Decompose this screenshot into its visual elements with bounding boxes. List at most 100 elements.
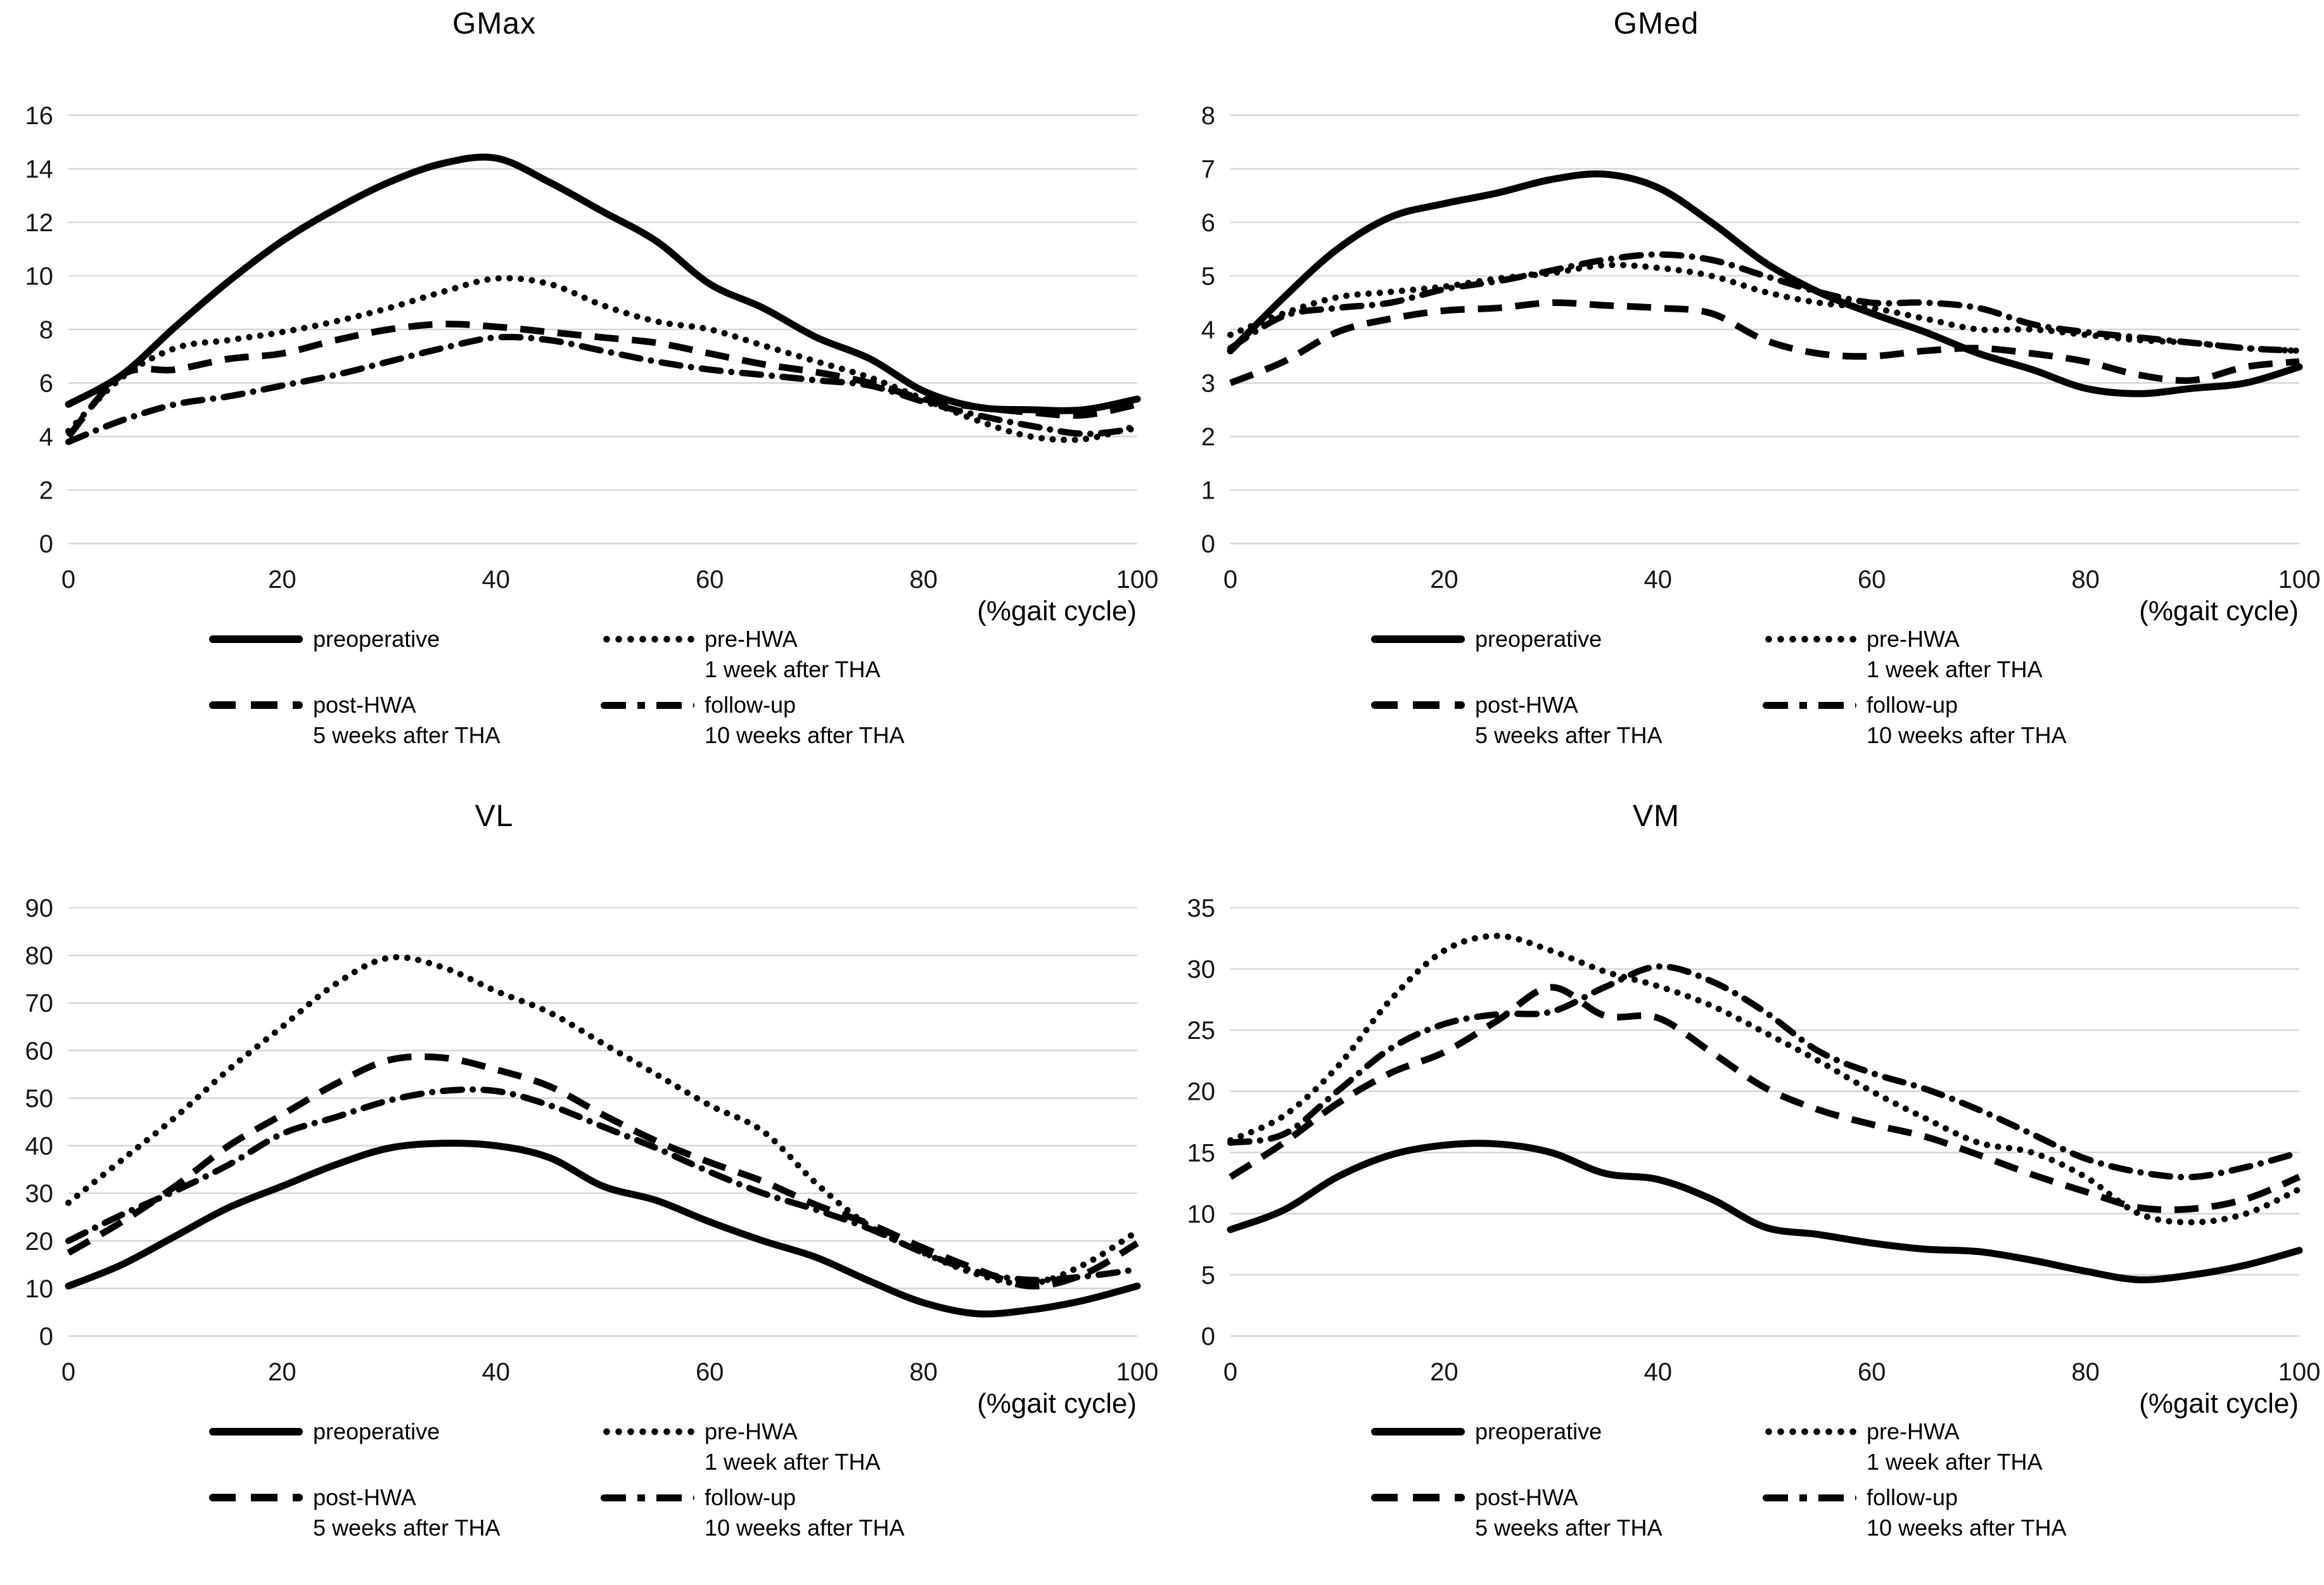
y-tick-label: 10 [25, 263, 54, 291]
y-tick-label: 0 [39, 530, 53, 558]
x-tick-label: 80 [2071, 566, 2100, 594]
legend-label: pre-HWA [1867, 626, 1960, 652]
y-tick-label: 5 [1201, 1261, 1215, 1289]
x-axis-unit-label: (%gait cycle) [2139, 1388, 2299, 1419]
legend-item-preoperative: preoperative [209, 622, 601, 656]
y-tick-label: 14 [25, 156, 54, 184]
x-axis-unit-label: (%gait cycle) [2139, 595, 2299, 627]
x-tick-label: 60 [1858, 1358, 1886, 1386]
legend-sublabel: 10 weeks after THA [1867, 722, 2067, 748]
vl-pre-hwa-curve [65, 953, 1140, 1287]
x-axis-unit-label: (%gait cycle) [977, 1388, 1137, 1419]
y-tick-label: 4 [39, 423, 53, 451]
dotted-line-icon [601, 1428, 694, 1435]
x-tick-label: 80 [909, 1358, 938, 1386]
legend-label: follow-up [705, 1484, 796, 1510]
dashdot-line-icon [1763, 1494, 1856, 1501]
y-tick-label: 40 [25, 1133, 54, 1161]
y-tick-label: 2 [39, 477, 53, 505]
panel-vl: VL 0 10 20 30 40 50 60 70 80 90 0 20 40 60 80 100 (%gai… [0, 792, 1162, 1585]
x-tick-label: 100 [2278, 1358, 2321, 1386]
legend-sublabel: 1 week after THA [1867, 656, 2043, 682]
panel-gmed: GMed 0 1 2 3 4 5 6 7 8 0 20 40 60 80 100 (%gait cycle)… [1162, 0, 2324, 792]
panel-gmax: GMax 0 2 4 6 8 10 12 14 16 0 20 40 60 80 100 (%gait cy… [0, 0, 1162, 792]
dashdot-line-icon [1763, 701, 1856, 709]
x-tick-label: 20 [268, 566, 297, 594]
x-tick-label: 20 [268, 1358, 297, 1386]
legend-sublabel: 5 weeks after THA [1475, 722, 1663, 748]
vm-plot: 0 5 10 15 20 25 30 35 0 20 40 60 80 100 [1187, 894, 2321, 1386]
legend-label: post-HWA [313, 1484, 416, 1510]
legend-item-pre-hwa: pre-HWA [1763, 622, 2154, 656]
panel-title-gmax: GMax [452, 7, 536, 41]
vl-post-hwa-curve [67, 1053, 1139, 1290]
gmax-plot: 0 2 4 6 8 10 12 14 16 0 20 40 60 80 100 [25, 102, 1159, 594]
legend-column-right: pre-HWA 1 week after THA follow-up 10 we… [1763, 622, 2154, 754]
x-tick-label: 60 [696, 566, 724, 594]
solid-line-icon [209, 635, 303, 643]
panel-vm: VM 0 5 10 15 20 25 30 35 0 20 40 60 80 100 (%gait cyc… [1162, 792, 2324, 1585]
legend-label: preoperative [1475, 626, 1602, 652]
legend-sublabel: 5 weeks after THA [313, 722, 501, 748]
legend-label: preoperative [313, 1418, 440, 1444]
y-tick-label: 30 [1187, 956, 1216, 984]
x-tick-label: 40 [1644, 566, 1673, 594]
dashdot-line-icon [601, 1494, 694, 1501]
legend-column-left: preoperative post-HWA 5 weeks after THA [1371, 1415, 1763, 1546]
dashdot-line-icon [601, 701, 694, 709]
y-tick-label: 30 [25, 1180, 54, 1208]
x-tick-label: 40 [1644, 1358, 1673, 1386]
legend-item-pre-hwa: pre-HWA [601, 1415, 992, 1449]
panel-title-gmed: GMed [1613, 7, 1699, 41]
legend-label: preoperative [313, 626, 440, 652]
legend-label: post-HWA [1475, 1484, 1578, 1510]
legend: preoperative post-HWA 5 weeks after THA … [1371, 622, 2154, 754]
panel-title-vm: VM [1633, 799, 1680, 833]
solid-line-icon [1371, 635, 1465, 643]
legend-item-post-hwa: post-HWA [209, 1480, 601, 1515]
legend-item-follow-up: follow-up [601, 688, 992, 722]
legend-item-follow-up: follow-up [601, 1480, 992, 1515]
solid-line-icon [1371, 1428, 1465, 1435]
y-tick-label: 35 [1187, 894, 1216, 922]
y-tick-label: 80 [25, 942, 54, 970]
panel-title-vl: VL [475, 799, 514, 833]
y-tick-label: 8 [1201, 102, 1215, 130]
gmax-follow-up-curve [65, 333, 1140, 445]
legend-label: pre-HWA [705, 626, 798, 652]
legend-label: follow-up [1867, 692, 1958, 718]
x-tick-label: 100 [1116, 1358, 1159, 1386]
x-tick-label: 100 [2278, 566, 2321, 594]
legend-column-right: pre-HWA 1 week after THA follow-up 10 we… [1763, 1415, 2154, 1546]
legend-sublabel [313, 656, 601, 688]
vm-preoperative-curve [1227, 1140, 2303, 1283]
y-tick-label: 0 [1201, 1323, 1215, 1351]
vm-pre-hwa-curve [1227, 933, 2302, 1226]
y-tick-label: 6 [1201, 209, 1215, 237]
legend-item-post-hwa: post-HWA [1371, 1480, 1763, 1515]
y-tick-label: 15 [1187, 1139, 1216, 1167]
dotted-line-icon [1763, 1428, 1856, 1435]
legend-item-pre-hwa: pre-HWA [1763, 1415, 2154, 1449]
y-tick-label: 7 [1201, 156, 1215, 184]
legend-sublabel: 1 week after THA [705, 1449, 881, 1475]
legend-sublabel: 5 weeks after THA [313, 1515, 501, 1541]
y-tick-label: 6 [39, 370, 53, 398]
legend-sublabel: 10 weeks after THA [1867, 1515, 2067, 1541]
x-tick-label: 0 [61, 1358, 75, 1386]
solid-line-icon [209, 1428, 303, 1435]
x-tick-label: 0 [1223, 1358, 1237, 1386]
legend-label: follow-up [1867, 1484, 1958, 1510]
legend-column-right: pre-HWA 1 week after THA follow-up 10 we… [601, 622, 992, 754]
legend-column-left: preoperative post-HWA 5 weeks after THA [209, 622, 601, 754]
dashed-line-icon [209, 1494, 303, 1501]
gmed-preoperative-curve [1227, 170, 2303, 397]
legend-column-left: preoperative post-HWA 5 weeks after THA [1371, 622, 1763, 754]
vl-plot: 0 10 20 30 40 50 60 70 80 90 0 20 40 60 80 100 [25, 894, 1159, 1386]
dashed-line-icon [1371, 1494, 1465, 1501]
y-tick-label: 60 [25, 1037, 54, 1065]
legend-sublabel: 5 weeks after THA [1475, 1515, 1663, 1541]
legend-item-follow-up: follow-up [1763, 688, 2154, 722]
